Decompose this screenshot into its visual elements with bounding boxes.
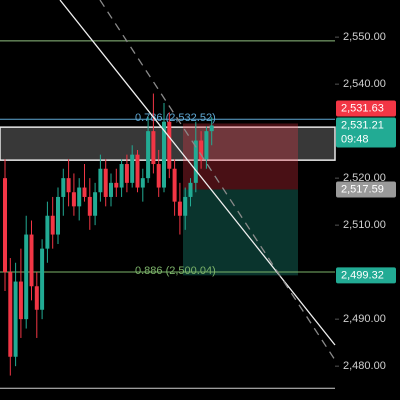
candle-body [114,182,119,188]
candle-body [109,182,113,197]
candle-body [77,187,82,207]
candle-body [119,164,124,188]
candle-body [98,168,103,193]
y-tick-label: 2,510.00 [343,219,386,231]
price-tag-time: 09:48 [341,133,369,145]
candle-body [193,140,198,183]
candle-body [156,164,161,188]
candle-body [140,178,145,188]
candle-body [177,201,182,216]
price-tag-label: 2,531.63 [341,102,384,114]
candle-body [34,286,39,310]
candle-body [8,272,13,357]
trend-line [59,0,336,346]
candle-body [162,121,166,188]
candle-body [3,178,7,273]
y-tick-label: 2,480.00 [343,360,386,372]
candle-body [24,234,29,320]
candle-body [103,168,108,197]
candle-body [204,131,209,160]
candle-body [50,215,55,235]
candle-body [66,178,71,193]
y-tick-label: 2,550.00 [343,31,386,43]
candle-body [146,131,151,179]
y-tick-label: 2,520.00 [343,172,386,184]
candle-body [135,154,140,188]
candle-body [124,164,129,183]
candle-body [209,125,214,132]
candle-body [56,196,60,235]
candle-body [29,234,34,287]
price-tag-label: 2,517.59 [341,183,384,195]
candle-body [188,182,193,197]
price-tag-label: 2,499.32 [341,269,384,281]
candle-body [61,178,66,197]
candle-body [167,121,172,169]
candle-body [172,168,177,202]
price-tag-label: 2,531.21 [341,119,384,131]
candle-body [18,281,23,320]
fib-label: 0.886 (2,500.04) [135,265,216,277]
candle-body [93,192,98,216]
price-tag [336,267,396,284]
trend-line-dashed [99,0,336,361]
candle-body [40,248,45,310]
candle-body [45,215,50,249]
price-tag [336,100,396,117]
price-tag [336,181,396,198]
candle-body [199,140,204,160]
price-tag [336,117,396,148]
y-tick-label: 2,490.00 [343,313,386,325]
target-zone [183,189,298,276]
candle-body [183,196,188,216]
candle-body [87,196,92,216]
candle-body [130,154,135,183]
candle-body [82,187,87,197]
fib-label: 0.786 (2,532.52) [135,112,216,124]
y-tick-label: 2,540.00 [343,78,386,90]
candle-body [71,192,76,207]
candle-body [13,281,18,357]
candle-body [151,131,156,165]
